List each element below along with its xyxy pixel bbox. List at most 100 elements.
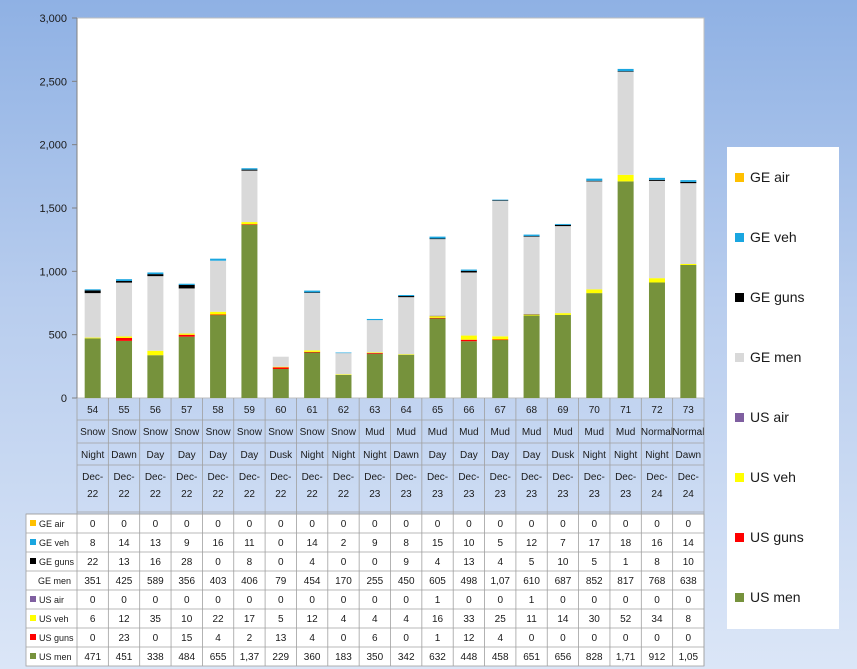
category-date-label: Dec- [302, 472, 323, 483]
category-date-label: Dec- [521, 472, 542, 483]
bar-segment [429, 317, 446, 319]
table-cell-value: 0 [247, 595, 253, 606]
bar-segment [680, 263, 697, 265]
bar-segment [366, 352, 383, 353]
category-date-year: 22 [87, 489, 99, 500]
category-date-year: 23 [369, 489, 381, 500]
bar-segment [648, 278, 665, 283]
legend-item: US guns [735, 527, 804, 547]
bar-segment [241, 224, 258, 398]
bar-segment [586, 293, 603, 398]
table-series-label: GE air [39, 519, 65, 529]
table-cell-value: 0 [497, 595, 503, 606]
bar-segment [335, 352, 352, 354]
table-cell-value: 0 [529, 519, 535, 530]
bar-segment [554, 224, 571, 227]
bar-segment [335, 374, 352, 398]
bar-segment [210, 311, 227, 315]
table-cell-value: 0 [341, 595, 347, 606]
table-legend-swatch [30, 653, 36, 659]
table-cell-value: 2 [247, 633, 253, 644]
table-cell-value: 10 [557, 557, 569, 568]
bar-segment [429, 238, 446, 240]
bar-segment [147, 274, 164, 277]
category-date-label: Dec- [364, 472, 385, 483]
bar-segment [147, 276, 164, 351]
bar-segment [84, 293, 101, 338]
category-num-label: 65 [432, 405, 444, 416]
bar-segment [335, 352, 352, 375]
table-cell-value: 0 [184, 519, 190, 530]
legend-label: GE veh [750, 229, 797, 245]
bar-segment [586, 180, 603, 182]
bar-segment [617, 71, 634, 175]
table-cell-value: 79 [275, 576, 287, 587]
table-cell-value: 768 [649, 576, 666, 587]
category-date-year: 22 [118, 489, 130, 500]
bar-segment [492, 199, 509, 201]
category-time-label: Day [491, 450, 509, 461]
category-time-label: Night [583, 450, 607, 461]
table-cell-value: 0 [560, 519, 566, 530]
table-cell-value: 14 [557, 614, 569, 625]
category-date-label: Dec- [270, 472, 291, 483]
category-time-label: Day [429, 450, 447, 461]
category-terrain-label: Snow [237, 427, 263, 438]
category-date-year: 22 [244, 489, 256, 500]
table-cell-value: 4 [341, 614, 347, 625]
table-cell-value: 0 [686, 519, 692, 530]
table-cell-value: 0 [153, 519, 159, 530]
y-tick-label: 1,000 [39, 266, 67, 278]
table-cell-value: 342 [398, 652, 415, 663]
bar-segment [492, 200, 509, 201]
table-legend-swatch [30, 596, 36, 602]
category-num-label: 69 [557, 405, 569, 416]
table-cell-value: 0 [278, 519, 284, 530]
bar-segment [617, 68, 634, 72]
table-legend-swatch [30, 520, 36, 526]
table-cell-value: 16 [651, 538, 663, 549]
category-num-label: 59 [244, 405, 256, 416]
legend-item: GE guns [735, 287, 804, 307]
table-cell-value: 183 [335, 652, 352, 663]
table-cell-value: 23 [118, 633, 130, 644]
category-time-label: Day [146, 450, 164, 461]
y-tick-label: 500 [49, 330, 67, 342]
category-date-label: Dec- [239, 472, 260, 483]
category-time-label: Night [332, 450, 356, 461]
category-num-label: 60 [275, 405, 287, 416]
table-cell-value: 632 [429, 652, 446, 663]
legend-item: US air [735, 407, 789, 427]
bar-segment [272, 367, 289, 369]
category-date-label: Dec- [646, 472, 667, 483]
table-cell-value: 1 [435, 633, 441, 644]
bars [84, 68, 697, 398]
bar-segment [147, 272, 164, 275]
bar-segment [116, 340, 133, 398]
legend-label: US veh [750, 469, 796, 485]
table-cell-value: 0 [153, 595, 159, 606]
bar-segment [492, 339, 509, 398]
bar-segment [304, 351, 321, 353]
bar-segment [460, 272, 477, 336]
bar-segment [398, 296, 415, 298]
legend-swatch [735, 532, 744, 542]
table-cell-value: 255 [366, 576, 383, 587]
table-cell-value: 1,71 [616, 652, 636, 663]
bar-segment [178, 334, 195, 337]
category-date-label: Dec- [113, 472, 134, 483]
table-cell-value: 0 [278, 595, 284, 606]
category-date-year: 23 [401, 489, 413, 500]
table-cell-value: 4 [403, 614, 409, 625]
table-cell-value: 0 [215, 595, 221, 606]
table-cell-value: 0 [686, 595, 692, 606]
category-terrain-label: Snow [80, 427, 106, 438]
legend-label: US air [750, 409, 789, 425]
legend-swatch [735, 412, 744, 422]
table-cell-value: 0 [623, 595, 629, 606]
legend-item: US veh [735, 467, 796, 487]
category-time-label: Dusk [269, 450, 293, 461]
y-tick-label: 1,500 [39, 203, 67, 215]
table-cell-value: 7 [560, 538, 566, 549]
